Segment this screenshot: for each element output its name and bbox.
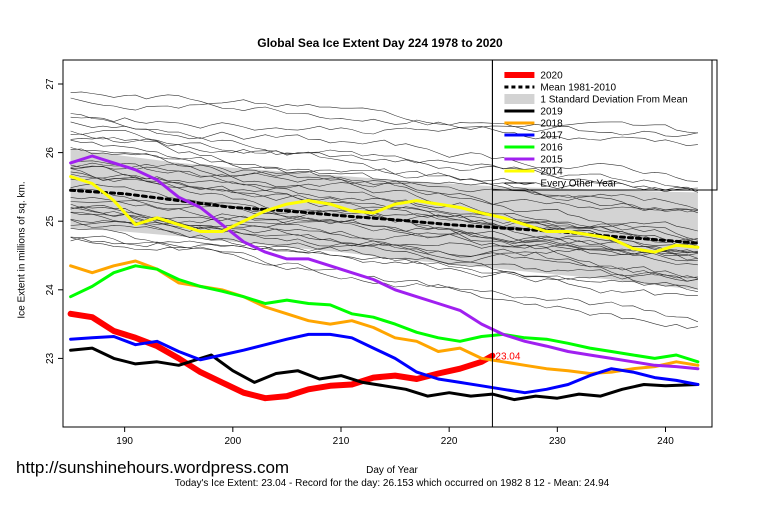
other-year-line [70, 237, 698, 262]
series-2016 [69, 264, 700, 364]
other-year-line [70, 162, 699, 193]
legend-label: Mean 1981-2010 [540, 83, 616, 94]
footer-todays-extent: Today's Ice Extent: 23.04 [174, 478, 287, 489]
footer-mean: - Mean: 24.94 [544, 478, 610, 489]
legend-label: 1 Standard Deviation From Mean [540, 95, 687, 106]
legend-label: Every Other Year [540, 179, 617, 190]
y-tick-label: 23 [45, 352, 56, 364]
x-tick-label: 200 [224, 436, 241, 447]
series-2017 [69, 332, 700, 395]
legend-label: 2014 [540, 167, 563, 178]
series-2019 [69, 346, 700, 402]
x-tick-label: 240 [657, 436, 674, 447]
legend-box [491, 59, 718, 191]
x-tick-label: 230 [549, 436, 566, 447]
legend-label: 2016 [540, 143, 563, 154]
series-2015 [69, 154, 700, 371]
legend-swatch [504, 94, 535, 104]
y-tick-label: 26 [45, 147, 56, 159]
other-year-line [70, 130, 698, 192]
series-lines [67, 154, 700, 402]
other-year-line [70, 173, 698, 243]
other-year-line [70, 148, 698, 214]
legend-label: 2020 [540, 71, 563, 82]
other-year-line [70, 97, 698, 137]
other-year-line [70, 237, 698, 282]
x-tick-label: 220 [441, 436, 458, 447]
x-tick-label: 190 [116, 436, 133, 447]
legend-label: 2018 [540, 119, 563, 130]
footer-record: - Record for the day: 26.153 which occur… [286, 478, 545, 489]
legend-label: 2015 [540, 155, 563, 166]
chart-title: Global Sea Ice Extent Day 224 1978 to 20… [257, 36, 503, 50]
series-2014 [69, 175, 700, 254]
every-other-year-lines [70, 91, 699, 329]
other-year-line [70, 211, 698, 282]
other-year-line [70, 91, 698, 134]
other-year-line [70, 218, 698, 290]
other-year-line [70, 121, 698, 212]
x-tick-label: 210 [333, 436, 350, 447]
y-tick-label: 24 [45, 284, 56, 296]
legend-label: 2019 [540, 107, 563, 118]
series-2020 [67, 310, 496, 402]
other-year-line [70, 160, 699, 244]
source-url: http://sunshinehours.wordpress.com [16, 458, 290, 477]
series-mean-1981-2010 [69, 188, 700, 245]
other-year-line [70, 133, 699, 245]
current-value-label: 23.04 [495, 352, 520, 363]
other-year-line [70, 136, 698, 189]
plot-frame [62, 59, 713, 428]
other-year-line [70, 113, 698, 182]
other-year-line [70, 219, 698, 292]
other-year-line [70, 203, 698, 296]
other-year-line [70, 139, 698, 241]
footer-stats: Today's Ice Extent: 23.04 - Record for t… [175, 478, 609, 489]
y-tick-label: 27 [45, 78, 56, 90]
other-year-line [70, 235, 699, 323]
other-year-line [70, 116, 698, 147]
other-year-line [70, 228, 698, 329]
other-year-line [70, 173, 698, 213]
other-year-line [70, 206, 698, 254]
y-tick-label: 25 [45, 215, 56, 227]
y-axis-label: Ice Extent in millions of sq. km. [16, 181, 28, 319]
x-axis-label: Day of Year [366, 465, 418, 476]
legend-label: 2017 [540, 131, 563, 142]
other-year-line [70, 147, 698, 254]
other-year-line [70, 200, 698, 232]
